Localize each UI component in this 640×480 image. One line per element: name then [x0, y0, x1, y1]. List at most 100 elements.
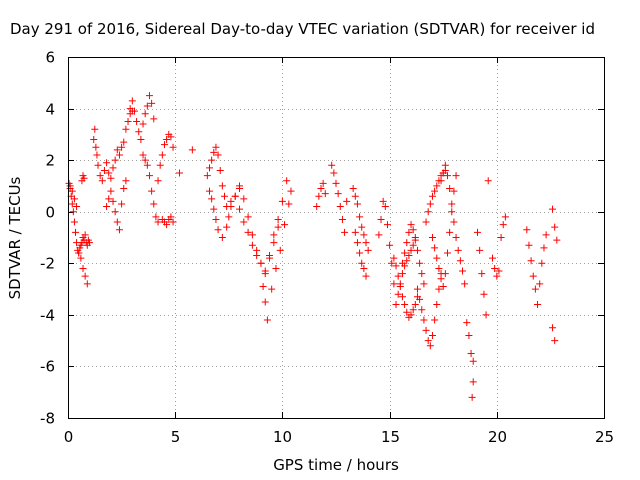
data-point: [167, 133, 175, 141]
data-point: [154, 218, 162, 226]
data-point: [465, 331, 473, 339]
data-point: [435, 285, 443, 293]
data-point: [85, 239, 93, 247]
data-point: [272, 264, 280, 272]
data-point: [390, 254, 398, 262]
data-points: [65, 92, 561, 401]
data-point: [218, 182, 226, 190]
data-point: [450, 218, 458, 226]
grid-lines: [68, 57, 604, 418]
data-point: [418, 270, 426, 278]
data-point: [450, 187, 458, 195]
y-tick-label: 6: [45, 49, 55, 67]
data-point: [538, 259, 546, 267]
data-point: [409, 306, 417, 314]
data-point: [100, 166, 108, 174]
data-point: [358, 259, 366, 267]
data-point: [362, 272, 370, 280]
x-tick-label: 25: [595, 428, 614, 446]
data-point: [426, 342, 434, 350]
y-tick-label: -2: [40, 255, 55, 273]
data-point: [130, 107, 138, 115]
data-point: [418, 306, 426, 314]
data-point: [94, 161, 102, 169]
data-point: [107, 187, 115, 195]
data-point: [407, 311, 415, 319]
data-point: [81, 231, 89, 239]
data-point: [167, 213, 175, 221]
y-tick-label: -8: [40, 410, 55, 428]
data-point: [317, 185, 325, 193]
tick-labels: 0 5 10 15 20 25 -8 -6 -4 -2 0 2 4 6: [40, 49, 614, 447]
data-point: [150, 115, 158, 123]
data-point: [107, 174, 115, 182]
data-point: [401, 301, 409, 309]
x-tick-label: 15: [381, 428, 400, 446]
data-point: [379, 197, 387, 205]
data-point: [356, 213, 364, 221]
data-point: [332, 179, 340, 187]
data-point: [133, 117, 141, 125]
data-point: [236, 205, 244, 213]
data-point: [160, 141, 168, 149]
data-point: [441, 161, 449, 169]
data-point: [240, 195, 248, 203]
data-point: [458, 267, 466, 275]
data-point: [437, 177, 445, 185]
data-point: [446, 228, 454, 236]
data-point: [122, 177, 130, 185]
data-point: [236, 182, 244, 190]
data-point: [152, 213, 160, 221]
data-point: [551, 337, 559, 345]
data-point: [274, 215, 282, 223]
data-point: [362, 239, 370, 247]
plot-frame: [68, 57, 605, 419]
data-point: [388, 259, 396, 267]
chart-title: Day 291 of 2016, Sidereal Day-to-day VTE…: [10, 20, 595, 38]
data-point: [463, 319, 471, 327]
data-point: [210, 205, 218, 213]
data-point: [523, 226, 531, 234]
data-point: [115, 151, 123, 159]
data-point: [422, 326, 430, 334]
data-point: [141, 110, 149, 118]
data-point: [407, 221, 415, 229]
data-point: [96, 172, 104, 180]
data-point: [109, 164, 117, 172]
data-point: [469, 357, 477, 365]
data-point: [148, 187, 156, 195]
data-point: [416, 295, 424, 303]
data-point: [549, 324, 557, 332]
data-point: [469, 378, 477, 386]
data-point: [223, 223, 231, 231]
data-point: [253, 246, 261, 254]
data-point: [390, 280, 398, 288]
data-point: [169, 143, 177, 151]
data-point: [396, 280, 404, 288]
data-point: [416, 259, 424, 267]
data-point: [216, 166, 224, 174]
data-point: [259, 282, 267, 290]
data-point: [261, 298, 269, 306]
data-point: [276, 246, 284, 254]
data-point: [343, 197, 351, 205]
data-point: [405, 252, 413, 260]
data-point: [349, 185, 357, 193]
data-point: [409, 226, 417, 234]
data-point: [381, 203, 389, 211]
data-point: [319, 179, 327, 187]
data-point: [156, 161, 164, 169]
data-point: [270, 239, 278, 247]
data-point: [227, 197, 235, 205]
data-point: [128, 97, 136, 105]
data-point: [268, 285, 276, 293]
data-point: [474, 228, 482, 236]
data-point: [218, 234, 226, 241]
data-point: [115, 226, 123, 234]
data-point: [478, 270, 486, 278]
y-tick-label: 2: [45, 152, 55, 170]
data-point: [433, 301, 441, 309]
data-point: [411, 301, 419, 309]
data-point: [109, 197, 117, 205]
data-point: [287, 187, 295, 195]
